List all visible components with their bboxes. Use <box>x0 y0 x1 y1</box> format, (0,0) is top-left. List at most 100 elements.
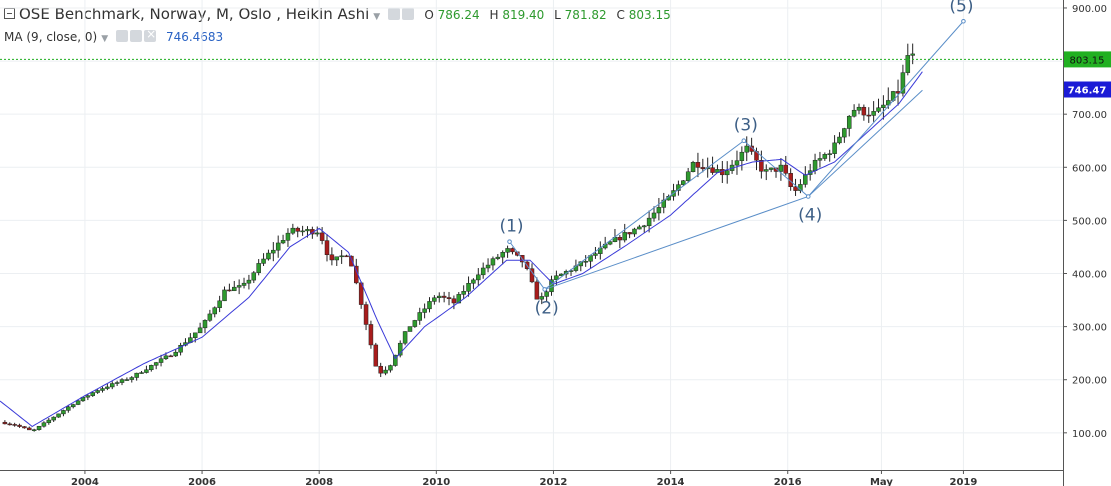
symbol-legend: OSE Benchmark, Norway, M, Oslo , Heikin … <box>4 5 671 23</box>
price-tag-box <box>1064 51 1111 68</box>
candle-down <box>446 297 452 299</box>
gear-icon[interactable] <box>402 8 415 20</box>
candle-up <box>495 256 501 259</box>
candle-up <box>822 154 828 159</box>
ma-tag-box <box>1064 81 1111 98</box>
candle-up <box>422 308 427 313</box>
candle-up <box>881 104 886 109</box>
candle-up <box>402 331 408 344</box>
candle-up <box>480 267 486 276</box>
candle-down <box>378 365 383 374</box>
candle-up <box>544 291 549 297</box>
candle-up <box>56 413 61 418</box>
study-chevron-down-icon[interactable]: ▼ <box>101 34 109 44</box>
y-tick-label: 600.00 <box>1072 163 1107 174</box>
candle-up <box>124 379 130 381</box>
candle-up <box>900 72 906 94</box>
study-legend: MA (9, close, 0)▼ 746.4683 <box>4 27 223 44</box>
wave-point <box>805 194 811 199</box>
candle-up <box>905 55 911 73</box>
candle-up <box>105 386 110 389</box>
candle-up <box>31 429 37 431</box>
open-value: 786.24 <box>437 8 480 22</box>
collapse-icon[interactable] <box>4 8 15 19</box>
y-tick-label: 700.00 <box>1072 110 1107 121</box>
y-tick-label: 300.00 <box>1072 323 1107 334</box>
candle-up <box>192 332 198 338</box>
x-tick-label: 2010 <box>422 477 450 486</box>
wave-point <box>741 138 747 144</box>
candle-down <box>373 344 379 367</box>
candle-up <box>490 258 496 266</box>
wave-point <box>961 18 966 24</box>
candle-down <box>793 186 798 191</box>
candle-up <box>90 392 95 396</box>
candle-up <box>114 382 120 384</box>
candle-up <box>641 225 647 228</box>
x-tick-label: 2014 <box>657 477 685 486</box>
candle-down <box>2 421 8 425</box>
ma-tag: 746.47 <box>1064 81 1111 98</box>
candle-down <box>329 254 335 261</box>
candle-up <box>827 153 832 155</box>
candle-up <box>812 159 818 171</box>
candle-down <box>866 114 872 117</box>
symbol-title: OSE Benchmark, Norway, M, Oslo , Heikin … <box>19 5 370 23</box>
candle-up <box>739 151 745 161</box>
candle-up <box>778 164 784 172</box>
candle-up <box>734 160 740 166</box>
candle-up <box>197 327 203 334</box>
candle-up <box>66 406 71 411</box>
candle-down <box>441 295 447 298</box>
candle-down <box>227 289 232 292</box>
candle-up <box>622 232 627 241</box>
candle-up <box>681 180 686 185</box>
candle-up <box>607 241 613 245</box>
study-eye-icon[interactable] <box>116 30 129 42</box>
candle-up <box>554 275 559 280</box>
candle-up <box>51 416 56 421</box>
x-tick-label: 2004 <box>71 477 99 486</box>
x-tick-label: 2019 <box>950 477 978 486</box>
candle-up <box>832 142 837 154</box>
study-gear-icon[interactable] <box>130 30 143 42</box>
candle-up <box>471 279 476 284</box>
candle-up <box>85 395 91 398</box>
study-close-icon[interactable] <box>144 27 156 42</box>
wave-label: (2) <box>535 298 559 318</box>
candle-up <box>251 272 257 281</box>
candle-down <box>324 240 330 255</box>
candle-up <box>222 289 227 302</box>
candle-up <box>886 100 891 106</box>
price-tag: 803.15 <box>1064 51 1111 68</box>
chevron-down-icon[interactable]: ▼ <box>373 12 381 22</box>
candle-up <box>456 294 462 304</box>
wave-point <box>507 239 512 244</box>
candle-up <box>149 365 154 371</box>
ma-tag-label: 746.47 <box>1068 86 1107 97</box>
candle-up <box>817 158 823 161</box>
wave-label: (1) <box>499 217 523 237</box>
low-value: 781.82 <box>564 8 607 22</box>
candle-down <box>861 106 867 116</box>
candle-up <box>842 128 847 138</box>
candle-up <box>485 264 491 269</box>
candle-up <box>646 217 652 227</box>
candle-down <box>363 304 369 325</box>
candle-up <box>217 300 222 308</box>
x-tick-label: May <box>870 477 893 486</box>
candle-up <box>266 252 271 260</box>
candle-up <box>305 229 310 232</box>
candle-up <box>275 242 281 251</box>
wave-label: (5) <box>949 0 973 16</box>
candle-up <box>173 351 178 357</box>
y-tick-label: 900.00 <box>1072 4 1107 15</box>
candle-up <box>232 286 237 292</box>
candle-down <box>17 424 22 427</box>
eye-icon[interactable] <box>388 8 401 20</box>
candle-up <box>685 171 691 181</box>
candle-down <box>695 162 701 168</box>
candle-up <box>871 111 876 116</box>
candle-up <box>261 258 266 264</box>
